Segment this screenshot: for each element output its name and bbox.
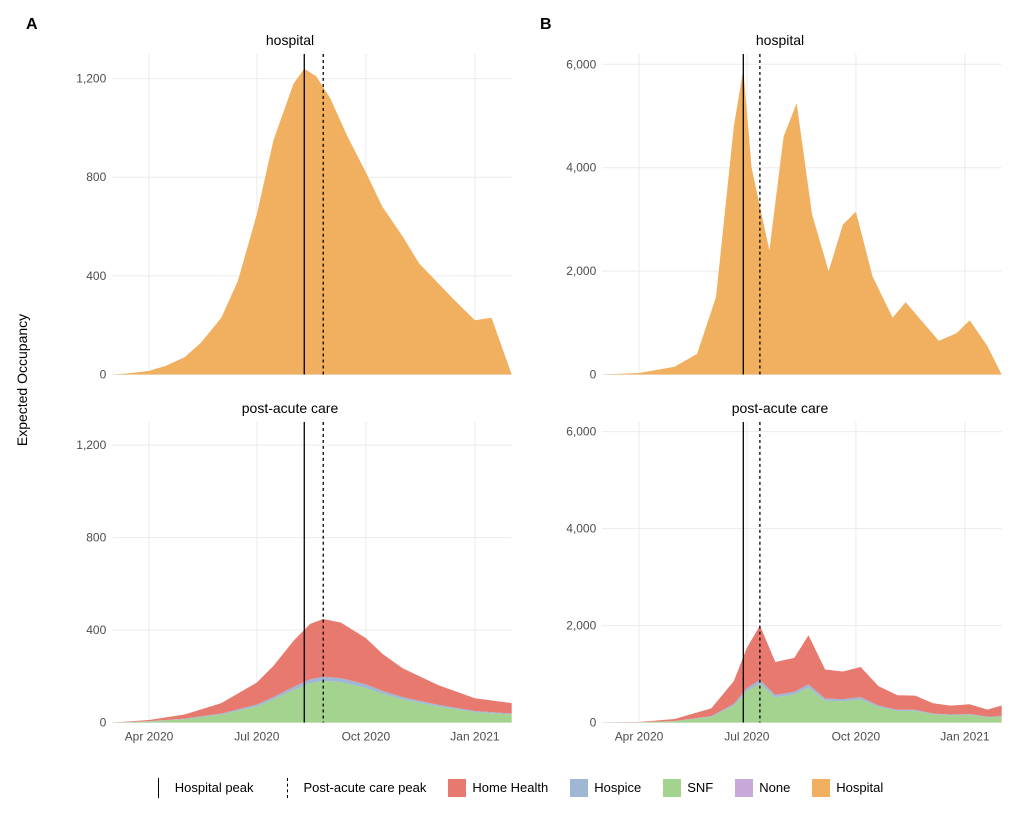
legend-line-icon xyxy=(276,778,298,798)
legend-swatch-icon xyxy=(448,779,466,797)
svg-text:Oct 2020: Oct 2020 xyxy=(832,729,881,743)
svg-text:Apr 2020: Apr 2020 xyxy=(125,729,174,743)
legend-homehealth: Home Health xyxy=(448,779,548,797)
panel-B-hospital: 0 2,000 4,000 6,000 hospital xyxy=(550,30,1010,383)
legend-label: Hospital xyxy=(836,780,883,795)
svg-text:6,000: 6,000 xyxy=(566,57,596,71)
panel-B-postacute: 0 2,000 4,000 6,000 Apr 2020 Jul 2020 Oct 2020… xyxy=(550,398,1010,751)
legend-line-icon xyxy=(147,778,169,798)
svg-text:Jan 2021: Jan 2021 xyxy=(940,729,990,743)
svg-text:Jul 2020: Jul 2020 xyxy=(724,729,770,743)
panel-A-postacute: 0 400 800 1,200 Apr 2020 Jul 2020 Oct 2020 Jan … xyxy=(60,398,520,751)
panel-title: hospital xyxy=(266,32,314,48)
legend-label: Hospital peak xyxy=(175,780,254,795)
legend-label: Hospice xyxy=(594,780,641,795)
legend-swatch-icon xyxy=(735,779,753,797)
svg-text:0: 0 xyxy=(100,715,107,729)
svg-text:1,200: 1,200 xyxy=(76,438,106,452)
panel-label-A: A xyxy=(26,16,38,34)
panel-A-hospital: 0 400 800 1,200 hospital xyxy=(60,30,520,383)
legend-swatch-icon xyxy=(663,779,681,797)
y-axis-label: Expected Occupancy xyxy=(14,314,30,446)
figure: A B Expected Occupancy 04008001,200hospi… xyxy=(10,10,1020,810)
panel-title: post-acute care xyxy=(732,400,829,416)
legend-swatch-icon xyxy=(570,779,588,797)
svg-text:1,200: 1,200 xyxy=(76,72,106,86)
svg-text:400: 400 xyxy=(86,269,106,283)
svg-text:2,000: 2,000 xyxy=(566,264,596,278)
panel-title: post-acute care xyxy=(242,400,339,416)
panel-grid: 0 400 800 1,200 hospital 0 2,000 4,000 6,000 hos… xyxy=(60,30,1010,750)
legend-hospital: Hospital xyxy=(812,779,883,797)
svg-text:Apr 2020: Apr 2020 xyxy=(615,729,664,743)
svg-text:Oct 2020: Oct 2020 xyxy=(342,729,391,743)
legend-none: None xyxy=(735,779,790,797)
svg-text:800: 800 xyxy=(86,530,106,544)
svg-text:4,000: 4,000 xyxy=(566,161,596,175)
legend-label: SNF xyxy=(687,780,713,795)
svg-text:400: 400 xyxy=(86,623,106,637)
legend-solid-line: Hospital peak xyxy=(147,778,254,798)
legend-label: Post-acute care peak xyxy=(304,780,427,795)
svg-text:0: 0 xyxy=(590,715,597,729)
legend-dashed-line: Post-acute care peak xyxy=(276,778,427,798)
legend-snf: SNF xyxy=(663,779,713,797)
svg-text:0: 0 xyxy=(100,368,107,382)
legend-hospice: Hospice xyxy=(570,779,641,797)
legend-label: None xyxy=(759,780,790,795)
legend-label: Home Health xyxy=(472,780,548,795)
legend: Hospital peak Post-acute care peak Home He… xyxy=(10,765,1020,810)
legend-swatch-icon xyxy=(812,779,830,797)
panel-title: hospital xyxy=(756,32,804,48)
svg-text:4,000: 4,000 xyxy=(566,521,596,535)
svg-text:800: 800 xyxy=(86,170,106,184)
svg-text:6,000: 6,000 xyxy=(566,424,596,438)
svg-text:Jul 2020: Jul 2020 xyxy=(234,729,280,743)
svg-text:Jan 2021: Jan 2021 xyxy=(450,729,500,743)
svg-text:0: 0 xyxy=(590,368,597,382)
svg-text:2,000: 2,000 xyxy=(566,618,596,632)
